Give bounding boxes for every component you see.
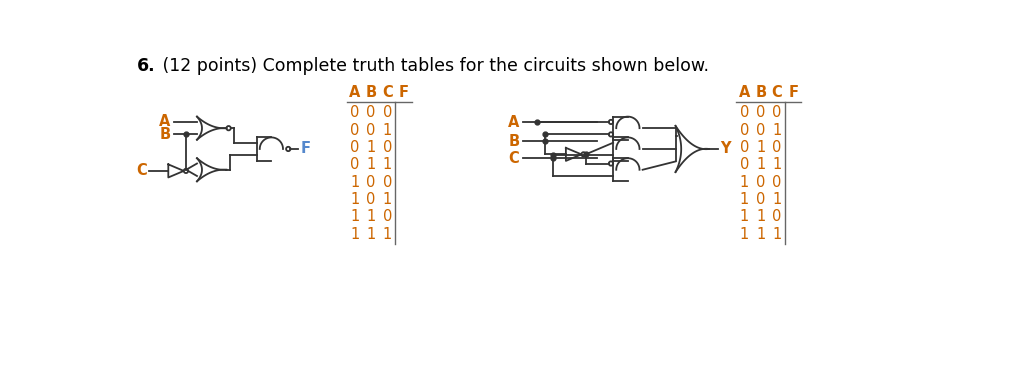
- Text: 0: 0: [367, 192, 376, 207]
- Text: 1: 1: [740, 175, 750, 190]
- Text: 1: 1: [740, 209, 750, 224]
- Text: 0: 0: [350, 123, 359, 138]
- Text: 1: 1: [383, 157, 392, 172]
- Text: F: F: [300, 142, 310, 156]
- Text: F: F: [788, 85, 799, 100]
- Text: B: B: [756, 85, 766, 100]
- Text: 0: 0: [383, 105, 392, 120]
- Text: 1: 1: [383, 227, 392, 241]
- Text: Y: Y: [721, 142, 731, 156]
- Text: 1: 1: [367, 227, 376, 241]
- Text: 1: 1: [350, 209, 359, 224]
- Text: 0: 0: [739, 105, 750, 120]
- Text: A: A: [508, 114, 519, 130]
- Text: C: C: [382, 85, 392, 100]
- Text: 1: 1: [350, 192, 359, 207]
- Text: 1: 1: [772, 227, 781, 241]
- Text: 0: 0: [756, 175, 766, 190]
- Text: 0: 0: [772, 175, 781, 190]
- Text: 0: 0: [756, 105, 766, 120]
- Text: 1: 1: [350, 175, 359, 190]
- Text: 0: 0: [367, 123, 376, 138]
- Text: 1: 1: [383, 192, 392, 207]
- Text: 0: 0: [772, 140, 781, 155]
- Text: 1: 1: [772, 123, 781, 138]
- Text: 0: 0: [756, 123, 766, 138]
- Text: C: C: [772, 85, 782, 100]
- Text: 1: 1: [772, 192, 781, 207]
- Text: 0: 0: [756, 192, 766, 207]
- Text: 0: 0: [739, 157, 750, 172]
- Text: 1: 1: [367, 209, 376, 224]
- Text: 0: 0: [383, 175, 392, 190]
- Text: B: B: [160, 127, 171, 142]
- Text: 0: 0: [367, 175, 376, 190]
- Text: A: A: [160, 114, 171, 130]
- Text: 0: 0: [772, 105, 781, 120]
- Text: 0: 0: [772, 209, 781, 224]
- Text: 1: 1: [740, 192, 750, 207]
- Text: 0: 0: [367, 105, 376, 120]
- Text: 0: 0: [350, 140, 359, 155]
- Text: 6.: 6.: [137, 57, 156, 74]
- Text: (12 points) Complete truth tables for the circuits shown below.: (12 points) Complete truth tables for th…: [158, 57, 710, 74]
- Text: 1: 1: [367, 157, 376, 172]
- Text: 1: 1: [756, 209, 765, 224]
- Text: 1: 1: [756, 157, 765, 172]
- Text: A: A: [349, 85, 360, 100]
- Text: 0: 0: [350, 105, 359, 120]
- Text: 1: 1: [383, 123, 392, 138]
- Text: 1: 1: [740, 227, 750, 241]
- Text: 0: 0: [383, 140, 392, 155]
- Text: 1: 1: [756, 140, 765, 155]
- Text: 1: 1: [350, 227, 359, 241]
- Text: 0: 0: [739, 123, 750, 138]
- Text: 0: 0: [350, 157, 359, 172]
- Text: F: F: [398, 85, 409, 100]
- Text: C: C: [509, 151, 519, 166]
- Text: B: B: [366, 85, 377, 100]
- Text: 1: 1: [367, 140, 376, 155]
- Text: 0: 0: [383, 209, 392, 224]
- Text: B: B: [508, 134, 519, 149]
- Text: 1: 1: [772, 157, 781, 172]
- Text: 1: 1: [756, 227, 765, 241]
- Text: 0: 0: [739, 140, 750, 155]
- Text: A: A: [739, 85, 751, 100]
- Text: C: C: [136, 163, 146, 178]
